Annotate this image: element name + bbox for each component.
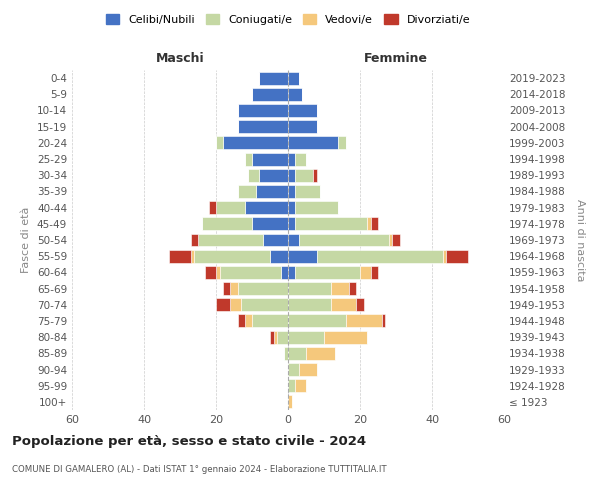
Bar [356, 298, 364, 311]
Bar [288, 314, 346, 328]
Bar [288, 88, 302, 101]
Bar [205, 266, 216, 279]
Y-axis label: Anni di nascita: Anni di nascita [575, 198, 585, 281]
Bar [446, 250, 468, 262]
Bar [392, 234, 400, 246]
Bar [216, 201, 245, 214]
Bar [288, 379, 295, 392]
Bar [367, 218, 371, 230]
Bar [331, 298, 356, 311]
Bar [252, 152, 288, 166]
Bar [216, 136, 223, 149]
Bar [288, 282, 331, 295]
Bar [295, 201, 338, 214]
Bar [238, 120, 288, 133]
Bar [288, 185, 295, 198]
Bar [238, 185, 256, 198]
Bar [277, 330, 288, 344]
Bar [288, 347, 306, 360]
Bar [288, 136, 338, 149]
Bar [295, 379, 306, 392]
Y-axis label: Fasce di età: Fasce di età [22, 207, 31, 273]
Bar [252, 218, 288, 230]
Bar [230, 282, 238, 295]
Bar [220, 266, 281, 279]
Bar [324, 330, 367, 344]
Bar [288, 250, 317, 262]
Text: Femmine: Femmine [364, 52, 428, 65]
Bar [313, 169, 317, 181]
Bar [382, 314, 385, 328]
Bar [238, 104, 288, 117]
Bar [259, 72, 288, 85]
Bar [270, 330, 274, 344]
Bar [281, 266, 288, 279]
Bar [245, 201, 288, 214]
Bar [331, 282, 349, 295]
Bar [371, 218, 378, 230]
Bar [245, 314, 252, 328]
Text: Maschi: Maschi [155, 52, 205, 65]
Bar [288, 120, 317, 133]
Bar [288, 330, 324, 344]
Bar [223, 282, 230, 295]
Bar [288, 363, 299, 376]
Bar [256, 185, 288, 198]
Bar [238, 282, 288, 295]
Bar [288, 169, 295, 181]
Bar [191, 250, 194, 262]
Bar [241, 298, 288, 311]
Bar [295, 169, 313, 181]
Bar [288, 218, 295, 230]
Bar [252, 88, 288, 101]
Bar [306, 347, 335, 360]
Bar [295, 152, 306, 166]
Bar [299, 363, 317, 376]
Bar [216, 298, 230, 311]
Bar [259, 169, 288, 181]
Bar [346, 314, 382, 328]
Bar [263, 234, 288, 246]
Bar [371, 266, 378, 279]
Bar [288, 298, 331, 311]
Bar [443, 250, 446, 262]
Bar [295, 266, 360, 279]
Text: Popolazione per età, sesso e stato civile - 2024: Popolazione per età, sesso e stato civil… [12, 435, 366, 448]
Bar [216, 266, 220, 279]
Bar [252, 314, 288, 328]
Bar [299, 234, 389, 246]
Bar [284, 347, 288, 360]
Bar [295, 218, 367, 230]
Bar [191, 234, 198, 246]
Bar [288, 201, 295, 214]
Bar [198, 234, 263, 246]
Text: COMUNE DI GAMALERO (AL) - Dati ISTAT 1° gennaio 2024 - Elaborazione TUTTITALIA.I: COMUNE DI GAMALERO (AL) - Dati ISTAT 1° … [12, 465, 386, 474]
Bar [317, 250, 443, 262]
Bar [223, 136, 288, 149]
Bar [209, 201, 216, 214]
Legend: Celibi/Nubili, Coniugati/e, Vedovi/e, Divorziati/e: Celibi/Nubili, Coniugati/e, Vedovi/e, Di… [103, 10, 473, 28]
Bar [245, 152, 252, 166]
Bar [169, 250, 191, 262]
Bar [288, 396, 292, 408]
Bar [389, 234, 392, 246]
Bar [288, 72, 299, 85]
Bar [360, 266, 371, 279]
Bar [194, 250, 270, 262]
Bar [202, 218, 252, 230]
Bar [230, 298, 241, 311]
Bar [274, 330, 277, 344]
Bar [238, 314, 245, 328]
Bar [295, 185, 320, 198]
Bar [288, 266, 295, 279]
Bar [288, 104, 317, 117]
Bar [288, 234, 299, 246]
Bar [248, 169, 259, 181]
Bar [338, 136, 346, 149]
Bar [288, 152, 295, 166]
Bar [270, 250, 288, 262]
Bar [349, 282, 356, 295]
